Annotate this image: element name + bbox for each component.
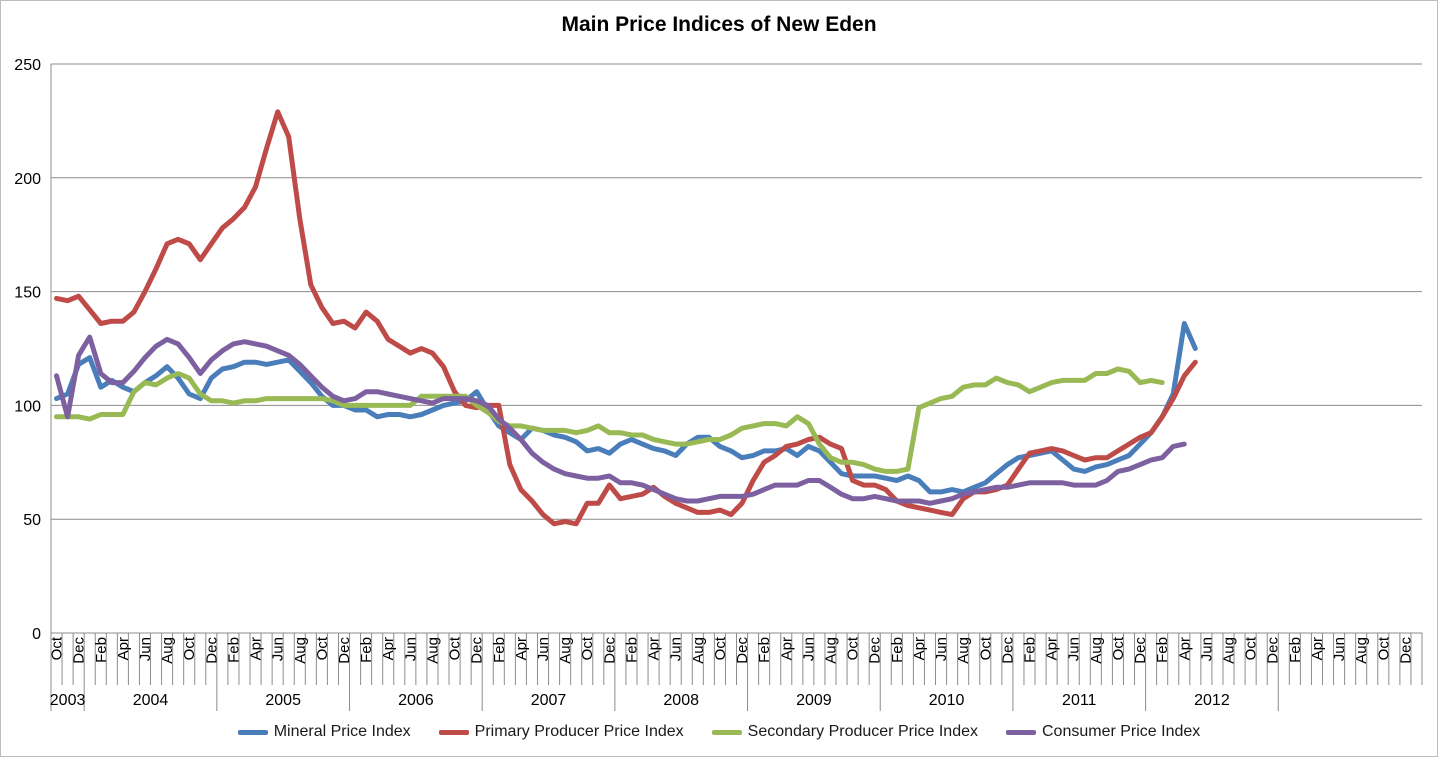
x-month-label: Jun <box>270 637 287 661</box>
legend-item: Secondary Producer Price Index <box>711 723 978 741</box>
x-year-label: 2005 <box>265 692 301 709</box>
x-month-label: Feb <box>623 637 640 663</box>
x-month-label: Dec <box>469 637 486 664</box>
x-month-label: Dec <box>734 637 751 664</box>
x-month-label: Dec <box>601 637 618 664</box>
x-month-label: Feb <box>491 637 508 663</box>
x-year-label: 2004 <box>133 692 169 709</box>
x-month-label: Jun <box>535 637 552 661</box>
x-month-label: Oct <box>1110 636 1127 660</box>
x-month-label: Apr <box>911 637 928 660</box>
legend: Mineral Price Index Primary Producer Pric… <box>1 723 1437 741</box>
x-year-label: 2010 <box>929 692 965 709</box>
x-month-label: Apr <box>778 637 795 660</box>
x-month-label: Aug <box>424 637 441 664</box>
x-month-label: Aug <box>955 637 972 664</box>
y-tick-label: 200 <box>14 171 41 188</box>
x-year-label: 2007 <box>531 692 567 709</box>
x-month-label: Apr <box>1044 637 1061 660</box>
x-month-label: Aug <box>1353 637 1370 664</box>
x-month-label: Apr <box>115 637 132 660</box>
legend-label: Consumer Price Index <box>1041 723 1201 740</box>
x-year-label: 2011 <box>1062 692 1097 709</box>
y-tick-label: 50 <box>23 512 41 529</box>
x-month-label: Oct <box>49 636 66 660</box>
x-month-label: Oct <box>977 636 994 660</box>
legend-label: Mineral Price Index <box>273 723 411 740</box>
legend-item: Consumer Price Index <box>1005 723 1201 741</box>
x-year-label: 2006 <box>398 692 434 709</box>
x-month-label: Jun <box>800 637 817 661</box>
x-month-label: Feb <box>358 637 375 663</box>
y-tick-label: 0 <box>32 626 41 643</box>
y-tick-label: 150 <box>14 285 41 302</box>
x-month-label: Jun <box>1331 637 1348 661</box>
x-month-label: Feb <box>1287 637 1304 663</box>
x-month-label: Oct <box>1375 636 1392 660</box>
x-month-label: Apr <box>1309 637 1326 660</box>
legend-item: Mineral Price Index <box>237 723 411 741</box>
legend-swatch <box>438 729 469 735</box>
x-month-label: Dec <box>203 637 220 664</box>
x-month-label: Jun <box>402 637 419 661</box>
x-month-label: Jun <box>933 637 950 661</box>
x-month-label: Oct <box>712 636 729 660</box>
x-month-label: Apr <box>513 637 530 660</box>
x-month-label: Feb <box>225 637 242 663</box>
series-line-2 <box>54 109 1198 527</box>
x-month-label: Aug <box>292 637 309 664</box>
chart-title: Main Price Indices of New Eden <box>561 13 877 36</box>
x-month-label: Dec <box>1265 637 1282 664</box>
x-month-label: Oct <box>447 636 464 660</box>
y-tick-label: 100 <box>14 398 41 415</box>
x-month-label: Jun <box>668 637 685 661</box>
series-line-3 <box>54 366 1165 474</box>
x-year-label: 2003 <box>50 692 86 709</box>
x-month-label: Aug <box>690 637 707 664</box>
x-month-label: Apr <box>248 637 265 660</box>
x-month-label: Aug <box>1221 637 1238 664</box>
series-line-1 <box>54 321 1198 495</box>
x-month-label: Dec <box>1397 637 1414 664</box>
x-month-label: Dec <box>71 637 88 664</box>
x-year-label: 2008 <box>663 692 699 709</box>
legend-swatch <box>237 729 268 735</box>
x-month-label: Apr <box>380 637 397 660</box>
x-month-label: Feb <box>1154 637 1171 663</box>
x-month-label: Apr <box>1176 637 1193 660</box>
legend-swatch <box>1005 729 1036 735</box>
x-year-label: 2009 <box>796 692 832 709</box>
series-line-4 <box>54 334 1187 506</box>
x-month-label: Dec <box>999 637 1016 664</box>
x-month-label: Apr <box>646 637 663 660</box>
x-month-label: Aug <box>557 637 574 664</box>
legend-label: Primary Producer Price Index <box>474 723 684 740</box>
y-tick-label: 250 <box>14 57 41 74</box>
legend-swatch <box>711 729 742 735</box>
x-month-label: Aug <box>159 637 176 664</box>
x-month-label: Aug <box>822 637 839 664</box>
x-month-label: Dec <box>1132 637 1149 664</box>
x-month-label: Feb <box>756 637 773 663</box>
x-month-label: Oct <box>181 636 198 660</box>
x-month-label: Dec <box>867 637 884 664</box>
x-month-label: Oct <box>314 636 331 660</box>
x-month-label: Jun <box>1198 637 1215 661</box>
x-month-label: Feb <box>93 637 110 663</box>
legend-label: Secondary Producer Price Index <box>747 723 978 740</box>
x-month-label: Dec <box>336 637 353 664</box>
x-month-label: Jun <box>1066 637 1083 661</box>
legend-item: Primary Producer Price Index <box>438 723 684 741</box>
x-month-label: Feb <box>889 637 906 663</box>
line-chart: 0 50 100 150 200 250 Oct Dec Feb Apr Jun Aug Oct Dec F… <box>14 57 1423 711</box>
x-month-label: Oct <box>1243 636 1260 660</box>
x-year-label: 2012 <box>1194 692 1230 709</box>
x-month-label: Oct <box>579 636 596 660</box>
x-month-label: Jun <box>137 637 154 661</box>
x-month-label: Aug <box>1088 637 1105 664</box>
x-month-label: Feb <box>1021 637 1038 663</box>
x-month-label: Oct <box>845 636 862 660</box>
